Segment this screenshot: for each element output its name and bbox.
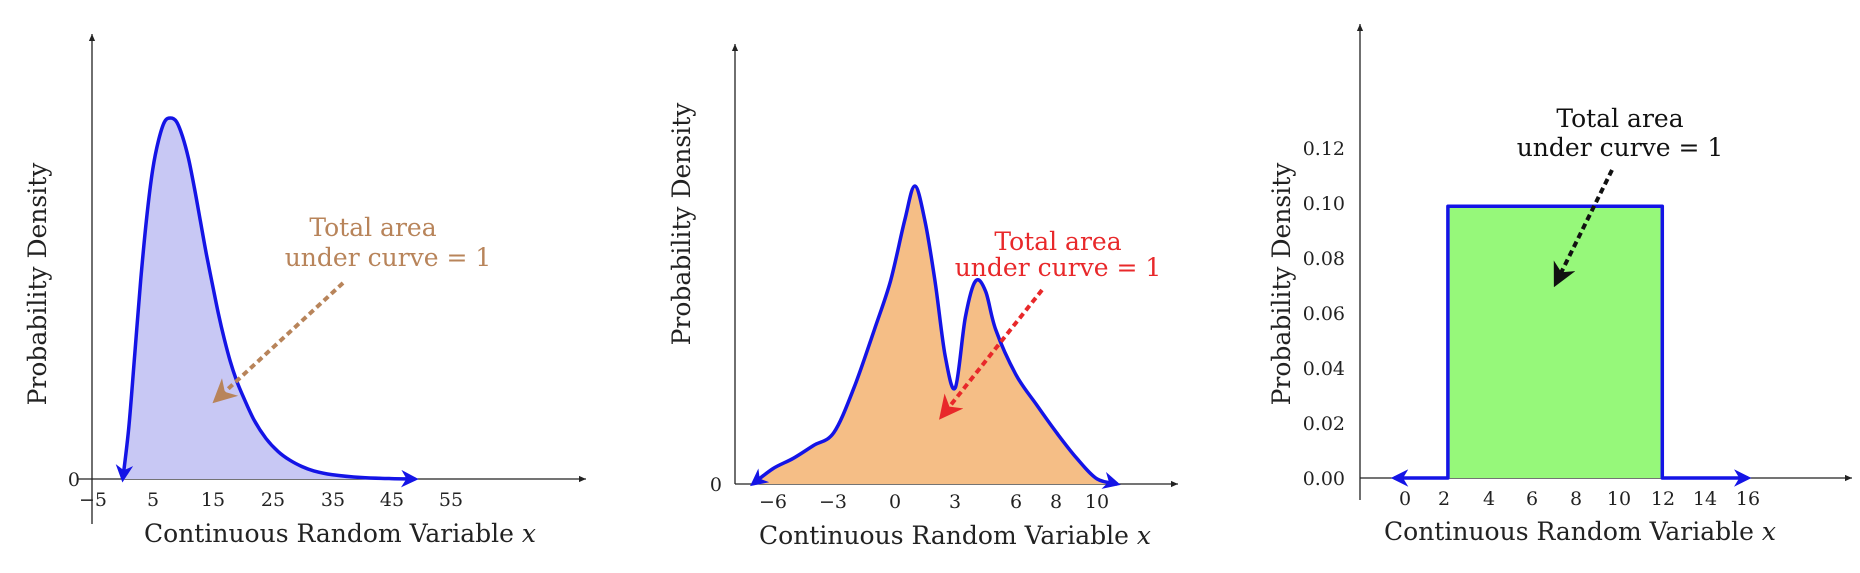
chart-3-annotation-line-1: Total area xyxy=(1556,104,1683,133)
chart-1-annotation-line-2: under curve = 1 xyxy=(285,243,492,272)
chart-1-x-tick: 5 xyxy=(147,489,159,511)
chart-3-x-ticks: 0 2 4 6 8 10 12 14 16 xyxy=(1399,488,1760,510)
chart-3-y-tick: 0.02 xyxy=(1303,413,1345,435)
chart-2-x-tick: 6 xyxy=(1010,491,1022,513)
chart-2-x-tick: −6 xyxy=(759,491,787,513)
chart-3-y-tick: 0.12 xyxy=(1303,138,1345,160)
chart-3-x-tick: 16 xyxy=(1736,488,1760,510)
chart-3-x-tick: 4 xyxy=(1483,488,1495,510)
chart-3-y-label: Probability Density xyxy=(1267,162,1296,406)
chart-3-x-tick: 2 xyxy=(1438,488,1450,510)
chart-1-x-tick: 55 xyxy=(439,489,463,511)
chart-1-y-tick: 0 xyxy=(68,469,80,491)
chart-3-x-tick: 6 xyxy=(1526,488,1538,510)
chart-3-y-tick: 0.04 xyxy=(1303,358,1345,380)
chart-2-x-ticks: −6 −3 0 3 6 8 10 xyxy=(759,491,1109,513)
chart-3-area xyxy=(1394,206,1748,479)
chart-1-y-label: Probability Density xyxy=(23,162,52,406)
chart-3-y-tick: 0.06 xyxy=(1303,303,1345,325)
chart-1-x-tick: −5 xyxy=(79,489,107,511)
chart-1: −5 5 15 25 35 45 55 0 Probability Densit… xyxy=(23,33,586,548)
chart-1-annotation-arrow xyxy=(212,281,345,404)
chart-1-x-tick: 15 xyxy=(201,489,225,511)
chart-2-x-tick: −3 xyxy=(819,491,847,513)
chart-2-annotation: Total area under curve = 1 xyxy=(939,227,1162,420)
chart-1-x-tick: 25 xyxy=(261,489,285,511)
chart-3-annotation-arrow xyxy=(1553,169,1614,288)
chart-1-x-label: Continuous Random Variable x xyxy=(144,519,536,548)
chart-1-annotation: Total area under curve = 1 xyxy=(212,213,492,404)
chart-1-x-ticks: −5 5 15 25 35 45 55 xyxy=(79,489,463,511)
chart-3-y-tick: 0.10 xyxy=(1303,193,1345,215)
chart-1-area xyxy=(122,118,416,479)
chart-3-x-tick: 0 xyxy=(1399,488,1411,510)
chart-3-x-tick: 10 xyxy=(1607,488,1631,510)
chart-3-x-tick: 8 xyxy=(1570,488,1582,510)
chart-2-x-label: Continuous Random Variable x xyxy=(759,521,1151,550)
chart-2-curve xyxy=(750,184,1121,489)
chart-3-x-label: Continuous Random Variable x xyxy=(1384,517,1776,546)
chart-3-y-tick: 0.08 xyxy=(1303,248,1345,270)
chart-3-annotation-line-2: under curve = 1 xyxy=(1517,133,1724,162)
chart-3-x-tick: 12 xyxy=(1651,488,1675,510)
chart-1-annotation-line-1: Total area xyxy=(309,213,436,242)
chart-3-y-tick: 0.00 xyxy=(1303,468,1345,490)
chart-3-annotation: Total area under curve = 1 xyxy=(1517,104,1724,288)
chart-1-x-tick: 35 xyxy=(321,489,345,511)
chart-1-curve xyxy=(115,116,419,488)
chart-3: 0 2 4 6 8 10 12 14 16 0.00 0.02 0.04 0.0… xyxy=(1267,24,1852,546)
chart-3-x-tick: 14 xyxy=(1693,488,1717,510)
chart-2-area xyxy=(752,186,1118,484)
chart-2-x-tick: 8 xyxy=(1050,491,1062,513)
chart-2: −6 −3 0 3 6 8 10 0 Probability Density C… xyxy=(667,43,1178,550)
chart-2-x-tick: 10 xyxy=(1085,491,1109,513)
chart-3-y-ticks: 0.00 0.02 0.04 0.06 0.08 0.10 0.12 xyxy=(1303,138,1345,490)
chart-2-y-label: Probability Density xyxy=(667,102,696,346)
chart-3-curve xyxy=(1390,204,1752,487)
chart-2-x-tick: 3 xyxy=(949,491,961,513)
chart-1-x-tick: 45 xyxy=(380,489,404,511)
chart-2-annotation-arrow xyxy=(939,288,1044,420)
chart-2-y-tick: 0 xyxy=(710,474,722,496)
chart-2-annotation-line-2: under curve = 1 xyxy=(955,253,1162,282)
chart-2-x-tick: 0 xyxy=(889,491,901,513)
chart-2-annotation-line-1: Total area xyxy=(994,227,1121,256)
